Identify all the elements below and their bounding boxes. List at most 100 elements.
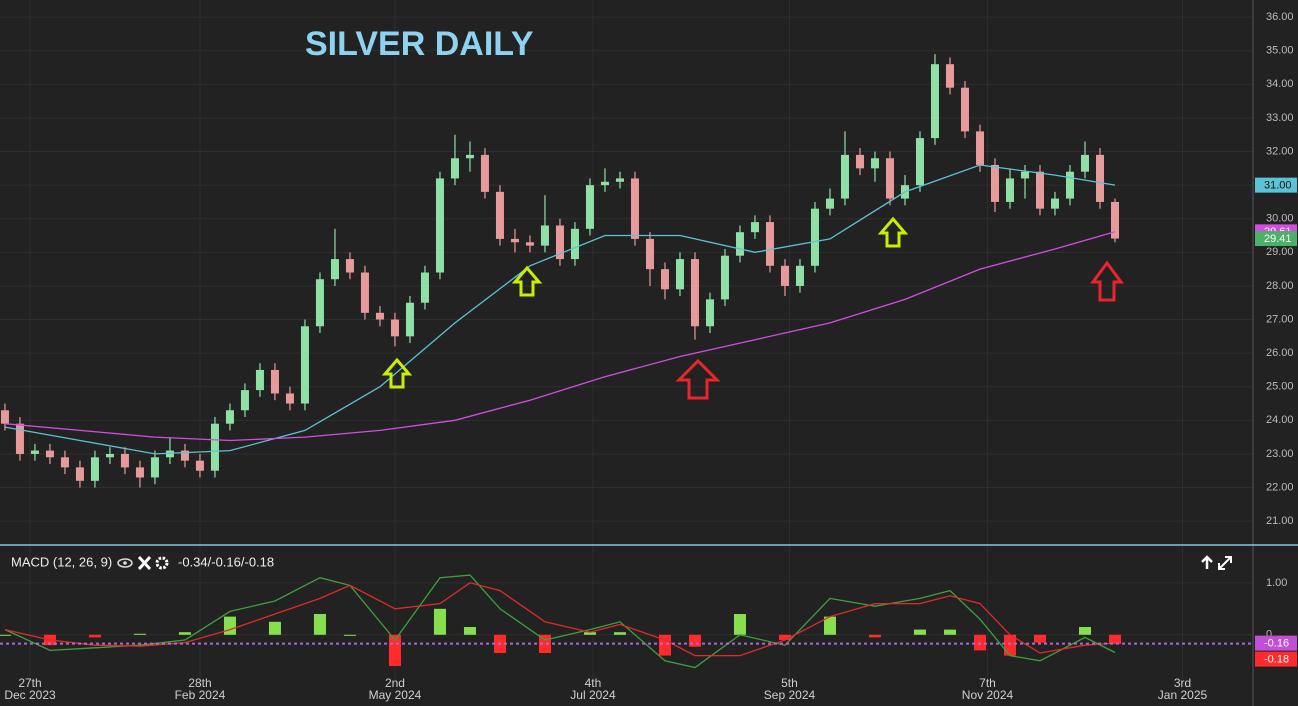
x-tick-label: 2nd [385,676,405,690]
candle-body [945,64,954,88]
candle-body [675,259,684,290]
y-tick-label: 36.00 [1266,11,1294,23]
indicator-icons[interactable] [117,555,169,571]
candle-body [60,457,69,468]
candle-body [825,198,834,209]
candle-body [360,272,369,313]
candle-body [645,238,654,270]
settings-icon[interactable] [155,556,169,570]
candle-body [135,467,144,478]
candle-body [420,272,429,303]
histogram-bar [778,634,791,640]
price-label: 29.41 [1264,233,1292,245]
candle-body [390,319,399,337]
candle-body [660,269,669,290]
y-tick-label: 32.00 [1266,145,1294,157]
indicator-title: MACD (12, 26, 9) [11,554,112,569]
histogram-bar [388,634,401,666]
histogram-bar [658,634,671,656]
histogram-bar [613,632,626,635]
candle-body [570,228,579,260]
y-tick-label: 23.00 [1266,448,1294,460]
candle-body [630,178,639,239]
candle-body [1065,171,1074,199]
up-arrow [381,357,413,389]
candle-body [225,410,234,424]
candle-body [795,265,804,286]
indicator-readout: -0.34/-0.16/-0.18 [178,554,274,569]
price-label-box [1255,231,1297,247]
candle-body [525,242,534,246]
candle-body [1035,171,1044,209]
y-tick-label: 0 [1266,629,1272,641]
candle-body [750,222,759,233]
histogram-bar [913,629,926,635]
x-tick-label: 3rd [1174,676,1191,690]
x-tick-label: Sep 2024 [764,688,816,702]
candle-body [840,154,849,199]
histogram-bar [868,634,881,638]
candle-body [810,208,819,266]
candle-body [15,423,24,454]
candle-body [600,181,609,186]
x-tick-label: 4th [585,676,602,690]
histogram-bar [1078,627,1091,635]
candle-body [705,299,714,327]
x-tick-label: 27th [18,676,41,690]
candle-body [270,369,279,394]
y-tick-label: 21.00 [1266,515,1294,527]
up-arrow [675,358,721,400]
y-tick-label: 29.00 [1266,246,1294,258]
maximize-icon[interactable] [1218,556,1232,570]
candle-body [480,154,489,192]
price-label-box [1255,651,1297,667]
candle-body [105,453,114,458]
candle-body [855,154,864,169]
candle-body [990,164,999,202]
price-label: -0.16 [1264,638,1289,650]
candle-body [165,450,174,458]
candle-body [315,279,324,327]
chart-title: SILVER DAILY [305,25,534,63]
y-tick-label: 28.00 [1266,280,1294,292]
x-tick-label: Dec 2023 [4,688,56,702]
grid [0,0,1253,680]
candle-body [615,178,624,182]
y-tick-label: 26.00 [1266,347,1294,359]
candle-body [1020,171,1029,179]
candle-body [975,131,984,165]
candle-body [1050,198,1059,209]
histogram-bar [268,621,281,635]
x-tick-label: 7th [979,676,996,690]
eye-icon[interactable] [123,561,127,565]
candle-body [780,265,789,286]
y-tick-label: 22.00 [1266,481,1294,493]
candle-body [540,225,549,246]
histogram-bar [1033,634,1046,643]
price-label: -0.18 [1264,654,1289,666]
histogram-bar [223,616,236,635]
up-arrow [1090,260,1124,302]
annotation-arrows [381,216,1124,400]
histogram-bar [733,614,746,635]
histogram-bar [133,633,146,635]
eye-icon[interactable] [117,558,133,568]
candle-body [30,450,39,454]
candle-body [255,369,264,391]
candle-body [930,64,939,139]
histogram-bar [823,616,836,635]
candle-body [45,450,54,458]
histogram-bar [463,627,476,635]
candle-body [285,393,294,404]
line-series [4,582,1116,657]
candle-body [915,138,924,186]
x-tick-label: Nov 2024 [962,688,1014,702]
price-label-box [1255,635,1297,651]
candle-body [1080,154,1089,172]
move-up-icon[interactable] [1201,555,1213,569]
histogram-bar [343,634,356,636]
candle-body [240,390,249,411]
line-series [4,231,1116,442]
x-tick-label: 28th [188,676,211,690]
close-icon[interactable] [137,555,152,571]
